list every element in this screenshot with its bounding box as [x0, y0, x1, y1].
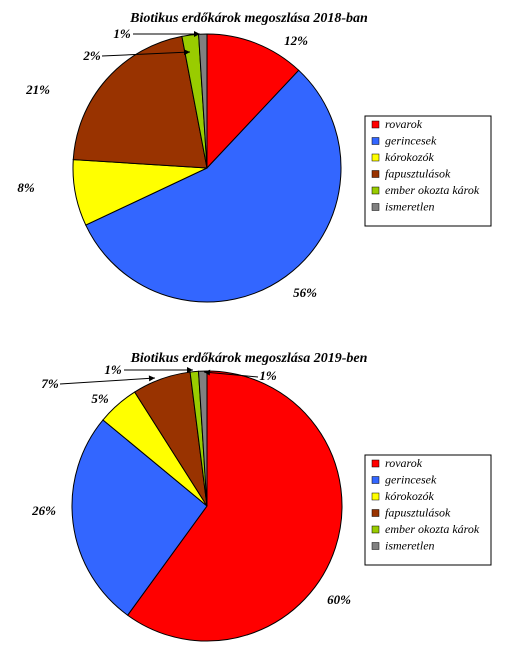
pie-slice-rovarok: [126, 370, 343, 642]
leader-arrowhead: [148, 375, 155, 382]
chart-2018-pie: [72, 33, 342, 303]
leader-arrowhead: [183, 49, 190, 56]
chart-2019-title: Biotikus erdőkárok megoszlása 2019-ben: [130, 351, 368, 366]
data-label: 56%: [293, 285, 317, 300]
leader-arrowhead: [187, 367, 193, 373]
legend-frame: [364, 115, 492, 227]
pie-slice-rovarok: [206, 33, 300, 170]
legend-swatch: [371, 476, 380, 484]
data-label: 1%: [104, 362, 122, 377]
data-label: 2%: [82, 48, 101, 63]
data-label: 1%: [259, 368, 277, 383]
legend-swatch: [371, 153, 380, 162]
legend-swatch: [371, 509, 380, 517]
pie-slice-gerincesek: [71, 419, 208, 616]
leader-arrowhead: [204, 369, 211, 376]
pie-slice-fapusztulások: [72, 35, 208, 169]
legend-label: ismeretlen: [385, 200, 435, 214]
legend-swatch: [371, 525, 380, 534]
leader-line: [59, 377, 156, 385]
leader-line: [203, 371, 259, 378]
legend-swatch: [371, 542, 380, 550]
legend-swatch: [371, 492, 380, 501]
leader-line: [101, 51, 191, 57]
legend-label: kórokozók: [385, 489, 435, 503]
legend-swatch: [371, 120, 380, 129]
legend-label: ember okozta károk: [385, 183, 480, 197]
data-label: 5%: [91, 391, 109, 406]
chart-2019: Biotikus erdőkárok megoszlása 2019-ben 6…: [31, 351, 492, 642]
legend-swatch: [371, 186, 380, 195]
data-label: 1%: [113, 26, 131, 41]
legend-label: gerincesek: [385, 134, 437, 148]
chart-2018-title: Biotikus erdőkárok megoszlása 2018-ban: [129, 11, 368, 26]
data-label: 21%: [25, 82, 50, 97]
legend-swatch: [371, 459, 380, 468]
legend-label: fapusztulások: [385, 167, 451, 181]
legend-frame: [364, 454, 492, 566]
chart-2018: Biotikus erdőkárok megoszlása 2018-ban 1…: [17, 11, 492, 303]
data-label: 12%: [284, 33, 308, 48]
data-label: 8%: [17, 180, 35, 195]
legend-swatch: [371, 203, 380, 211]
legend-label: rovarok: [385, 456, 423, 470]
data-label: 7%: [41, 376, 59, 391]
chart-2018-legend: rovarok gerincesek kórokozók fapusztulások e…: [364, 115, 492, 227]
legend-label: fapusztulások: [385, 506, 451, 520]
legend-label: rovarok: [385, 117, 423, 131]
pie-slice-gerincesek: [85, 69, 342, 303]
legend-label: ember okozta károk: [385, 522, 480, 536]
legend-label: kórokozók: [385, 150, 435, 164]
chart-2019-labels: 60% 26% 5% 7% 1% 1%: [31, 362, 351, 607]
legend-swatch: [371, 170, 380, 178]
data-label: 26%: [31, 503, 56, 518]
chart-2018-labels: 12% 56% 8% 21% 2% 1%: [17, 26, 317, 300]
chart-2019-legend: rovarok gerincesek kórokozók fapusztulások e…: [364, 454, 492, 566]
leader-arrowhead: [194, 31, 200, 37]
legend-label: ismeretlen: [385, 539, 435, 553]
legend-swatch: [371, 137, 380, 145]
legend-label: gerincesek: [385, 473, 437, 487]
data-label: 60%: [327, 592, 351, 607]
chart-2019-pie: [71, 370, 343, 642]
